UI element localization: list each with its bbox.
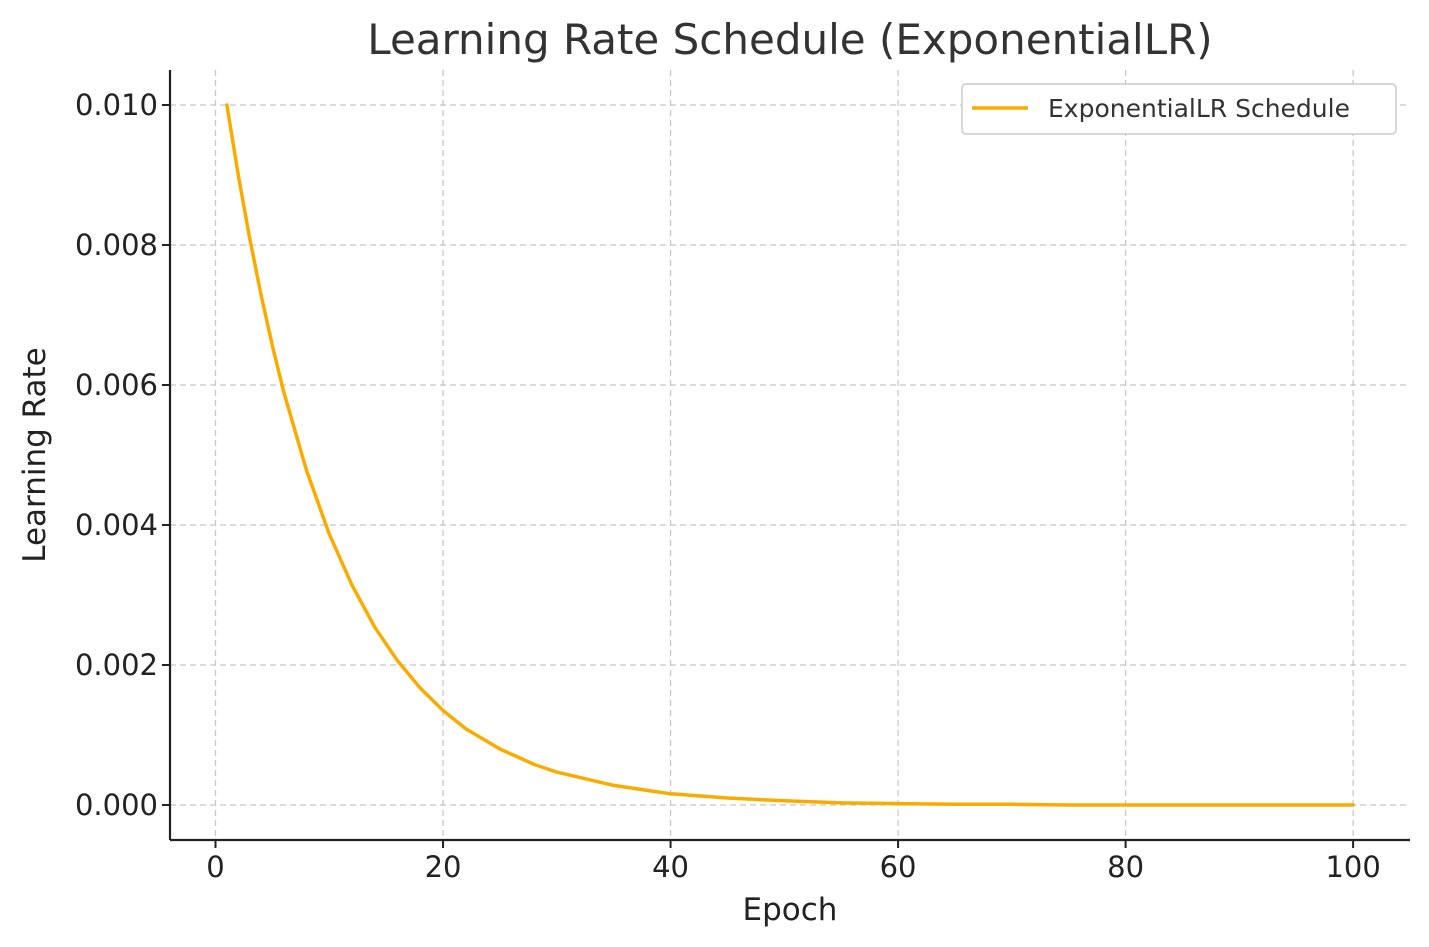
- legend: ExponentialLR Schedule: [961, 83, 1397, 135]
- legend-label: ExponentialLR Schedule: [1048, 94, 1350, 123]
- x-axis-label: Epoch: [743, 892, 838, 928]
- series-layer: [225, 103, 1355, 807]
- y-axis-label: Learning Rate: [17, 347, 53, 563]
- y-tick-label: 0.006: [75, 368, 158, 402]
- x-tick-label: 20: [425, 850, 462, 884]
- y-tick-label: 0.008: [75, 228, 158, 262]
- x-tick-label: 40: [652, 850, 689, 884]
- y-tick-label: 0.000: [75, 788, 158, 822]
- y-tick-label: 0.004: [75, 508, 158, 542]
- x-tick-label: 60: [880, 850, 917, 884]
- y-ticks: 0.000 0.002 0.004 0.006 0.008 0.010: [75, 88, 170, 822]
- chart-title: Learning Rate Schedule (ExponentialLR): [367, 15, 1212, 64]
- x-ticks: 0 20 40 60 80 100: [206, 840, 1381, 884]
- series-line: [225, 103, 1355, 807]
- legend-box: [961, 83, 1397, 135]
- x-tick-label: 0: [206, 850, 224, 884]
- x-tick-label: 80: [1107, 850, 1144, 884]
- x-tick-label: 100: [1325, 850, 1380, 884]
- y-tick-label: 0.010: [75, 88, 158, 122]
- grid-lines: [170, 70, 1410, 840]
- axes-spines: [168, 70, 1410, 842]
- y-tick-label: 0.002: [75, 648, 158, 682]
